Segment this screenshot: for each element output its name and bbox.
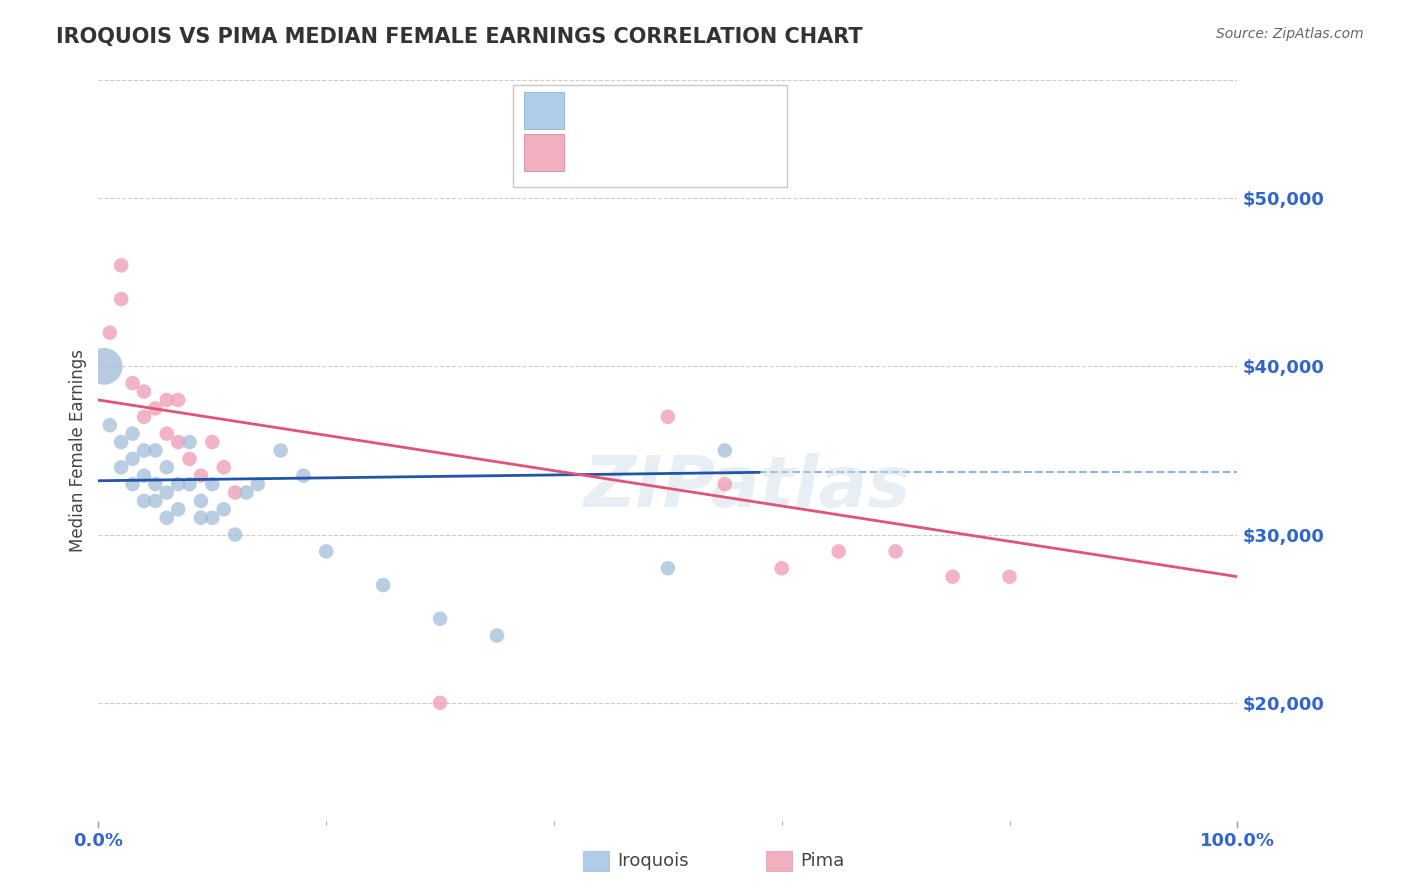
Point (98, 418, 121, 433)
Point (270, 443, 292, 458)
Point (201, 435, 224, 450)
Point (121, 426, 143, 441)
Point (657, 561, 679, 575)
Point (998, 569, 1021, 583)
Point (224, 485, 246, 500)
Point (145, 443, 167, 458)
Point (156, 426, 179, 441)
Point (167, 435, 190, 450)
Point (429, 696, 451, 710)
Point (190, 494, 212, 508)
Y-axis label: Median Female Earnings: Median Female Earnings (69, 349, 87, 552)
Point (167, 502, 190, 516)
Point (224, 527, 246, 541)
Point (167, 392, 190, 407)
Point (942, 569, 965, 583)
Text: R =  0.010   N = 35: R = 0.010 N = 35 (575, 102, 766, 120)
Point (315, 544, 337, 558)
Point (167, 477, 190, 491)
Point (212, 460, 235, 475)
Point (98, 326, 121, 340)
Point (110, 259, 132, 273)
Point (201, 510, 224, 524)
Point (156, 510, 179, 524)
Point (145, 401, 167, 416)
Point (770, 561, 793, 575)
Point (657, 409, 679, 424)
Text: Iroquois: Iroquois (617, 852, 689, 870)
Point (156, 392, 179, 407)
Point (132, 409, 155, 424)
Point (486, 628, 509, 642)
Point (292, 468, 315, 483)
Point (132, 384, 155, 399)
Point (110, 292, 132, 306)
Point (246, 477, 269, 491)
Point (121, 451, 143, 466)
Point (190, 468, 212, 483)
Point (132, 443, 155, 458)
Point (121, 477, 143, 491)
Point (371, 578, 394, 592)
Point (235, 485, 257, 500)
Text: Pima: Pima (800, 852, 844, 870)
Point (828, 544, 851, 558)
Point (110, 435, 132, 450)
Text: R = -0.541   N = 24: R = -0.541 N = 24 (575, 144, 766, 161)
Point (145, 477, 167, 491)
Text: Source: ZipAtlas.com: Source: ZipAtlas.com (1216, 27, 1364, 41)
Point (179, 435, 201, 450)
Point (121, 376, 143, 391)
Text: IROQUOIS VS PIMA MEDIAN FEMALE EARNINGS CORRELATION CHART: IROQUOIS VS PIMA MEDIAN FEMALE EARNINGS … (56, 27, 863, 46)
Point (132, 494, 155, 508)
Point (156, 460, 179, 475)
Point (179, 477, 201, 491)
Point (714, 477, 737, 491)
Text: ZIPatlas: ZIPatlas (583, 453, 911, 522)
Point (110, 460, 132, 475)
Point (714, 443, 737, 458)
Point (145, 494, 167, 508)
Point (429, 612, 451, 626)
Point (179, 451, 201, 466)
Point (190, 510, 212, 524)
Point (132, 468, 155, 483)
Point (156, 485, 179, 500)
Point (884, 544, 907, 558)
Point (212, 502, 235, 516)
Point (93, 359, 115, 374)
Point (201, 477, 224, 491)
